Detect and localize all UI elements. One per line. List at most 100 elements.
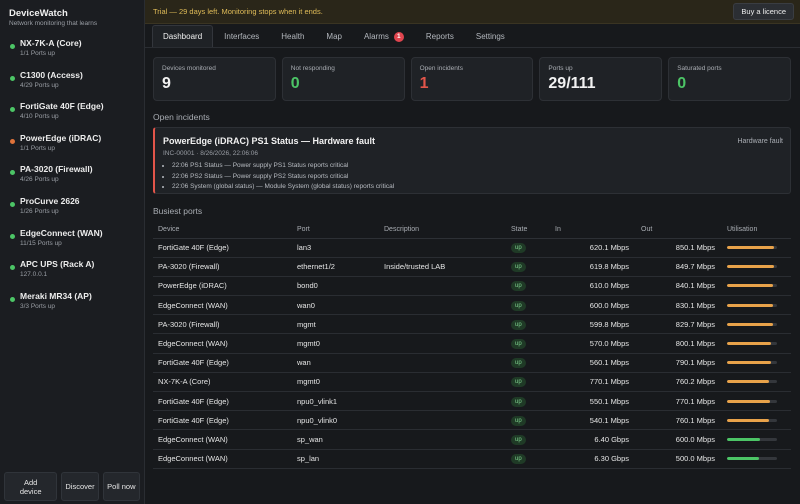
status-dot	[10, 201, 15, 207]
table-row[interactable]: PA-3020 (Firewall) mgmt up 599.8 Mbps 829.7 …	[153, 314, 791, 335]
cell-device: PA-3020 (Firewall)	[153, 257, 292, 277]
sidebar-actions: Add device Discover Poll now	[4, 472, 140, 501]
tab-label: Reports	[425, 32, 454, 41]
cell-utilisation	[722, 429, 791, 450]
cell-utilisation	[722, 314, 791, 335]
cell-utilisation	[722, 372, 791, 393]
utilisation-bar	[727, 246, 777, 250]
cell-state: up	[506, 333, 550, 354]
cell-port: wan0	[292, 295, 379, 316]
column-header: Out	[636, 222, 722, 239]
tab-health[interactable]: Health	[270, 25, 315, 47]
cell-utilisation	[722, 238, 791, 258]
sidebar-device-item[interactable]: PowerEdge (iDRAC) 1/1 Ports up	[0, 129, 144, 161]
cell-in: 599.8 Mbps	[550, 314, 636, 335]
sidebar-device-item[interactable]: APC UPS (Rack A) 127.0.0.1	[0, 255, 144, 287]
cell-description	[379, 333, 506, 354]
utilisation-bar-fill	[727, 418, 769, 422]
stat-cards: Devices monitored 9 Not responding 0 Open in…	[153, 57, 791, 101]
table-row[interactable]: PowerEdge (iDRAC) bond0 up 610.0 Mbps 840.1 …	[153, 276, 791, 297]
cell-device: FortiGate 40F (Edge)	[153, 238, 292, 258]
tab-dashboard[interactable]: Dashboard	[152, 25, 214, 47]
state-badge: up	[511, 243, 526, 254]
sidebar-device-item[interactable]: EdgeConnect (WAN) 11/15 Ports up	[0, 224, 144, 256]
sidebar-device-item[interactable]: C1300 (Access) 4/29 Ports up	[0, 66, 144, 98]
utilisation-bar	[727, 457, 777, 461]
device-ports-summary: 1/1 Ports up	[20, 50, 56, 57]
table-row[interactable]: FortiGate 40F (Edge) npu0_vlink0 up 540.1 M…	[153, 410, 791, 431]
status-dot	[10, 75, 15, 81]
cell-device: PA-3020 (Firewall)	[153, 314, 292, 335]
poll-now-button[interactable]: Poll now	[102, 472, 140, 501]
cell-state: up	[506, 257, 550, 277]
add-device-button[interactable]: Add device	[4, 472, 58, 501]
tab-reports[interactable]: Reports	[415, 25, 465, 47]
sidebar-device-item[interactable]: Meraki MR34 (AP) 3/3 Ports up	[0, 287, 144, 319]
state-badge: up	[511, 396, 526, 407]
sidebar-device-item[interactable]: FortiGate 40F (Edge) 4/10 Ports up	[0, 97, 144, 129]
device-ports-summary: 1/1 Ports up	[20, 144, 56, 152]
table-row[interactable]: EdgeConnect (WAN) wan0 up 600.0 Mbps 830.1 M…	[153, 295, 791, 316]
cell-in: 6.40 Gbps	[550, 429, 636, 450]
stat-label: Ports up	[548, 65, 573, 72]
tab-settings[interactable]: Settings	[465, 25, 516, 47]
cell-utilisation	[722, 276, 791, 297]
utilisation-bar-fill	[727, 361, 771, 365]
cell-port: mgmt	[292, 314, 379, 335]
cell-port: mgmt0	[292, 372, 379, 393]
cell-port: npu0_vlink1	[292, 391, 379, 412]
state-badge: up	[511, 358, 526, 369]
cell-utilisation	[722, 257, 791, 277]
column-header: Device	[153, 222, 292, 239]
device-name: EdgeConnect (WAN)	[20, 227, 103, 238]
device-ports-summary: 11/15 Ports up	[20, 239, 62, 247]
table-row[interactable]: FortiGate 40F (Edge) lan3 up 620.1 Mbps 850.…	[153, 238, 791, 258]
cell-state: up	[506, 314, 550, 335]
sidebar: DeviceWatch Network monitoring that lear…	[0, 0, 145, 504]
stat-card: Devices monitored 9	[153, 57, 276, 101]
cell-out: 830.1 Mbps	[636, 295, 722, 316]
cell-port: lan3	[292, 238, 379, 258]
table-row[interactable]: EdgeConnect (WAN) sp_lan up 6.30 Gbps 500.0 …	[153, 449, 791, 469]
column-header: In	[550, 222, 636, 239]
table-row[interactable]: NX-7K-A (Core) mgmt0 up 770.1 Mbps 760.2 Mbp…	[153, 372, 791, 393]
utilisation-bar	[727, 361, 777, 365]
tab-map[interactable]: Map	[315, 25, 353, 47]
status-dot	[10, 138, 15, 144]
cell-port: mgmt0	[292, 333, 379, 354]
device-ports-summary: 4/10 Ports up	[20, 113, 59, 121]
utilisation-bar	[727, 437, 777, 441]
status-dot	[10, 296, 15, 302]
stat-label: Saturated ports	[677, 65, 722, 72]
incident-card[interactable]: PowerEdge (iDRAC) PS1 Status — Hardware …	[153, 127, 791, 194]
table-row[interactable]: EdgeConnect (WAN) sp_wan up 6.40 Gbps 600.0 …	[153, 429, 791, 450]
cell-description	[379, 276, 506, 297]
cell-in: 6.30 Gbps	[550, 449, 636, 469]
stat-value: 0	[677, 75, 687, 92]
utilisation-bar-fill	[727, 380, 769, 384]
discover-button[interactable]: Discover	[61, 472, 99, 501]
tab-interfaces[interactable]: Interfaces	[213, 25, 270, 47]
incident-type: Hardware fault	[737, 138, 783, 145]
cell-state: up	[506, 391, 550, 412]
tab-label: Settings	[475, 32, 505, 41]
sidebar-device-item[interactable]: PA-3020 (Firewall) 4/26 Ports up	[0, 160, 144, 192]
column-header: Port	[292, 222, 379, 239]
utilisation-bar-fill	[727, 342, 771, 346]
column-header: Utilisation	[722, 222, 791, 239]
cell-utilisation	[722, 295, 791, 316]
cell-description: Inside/trusted LAB	[379, 257, 506, 277]
table-row[interactable]: FortiGate 40F (Edge) npu0_vlink1 up 550.1 M…	[153, 391, 791, 412]
cell-out: 760.2 Mbps	[636, 372, 722, 393]
sidebar-device-item[interactable]: NX-7K-A (Core) 1/1 Ports up	[0, 34, 144, 66]
utilisation-bar-fill	[727, 399, 770, 403]
stat-value: 29/111	[548, 75, 596, 92]
table-row[interactable]: PA-3020 (Firewall) ethernet1/2 Inside/trus…	[153, 257, 791, 277]
buy-licence-button[interactable]: Buy a licence	[733, 3, 794, 20]
cell-in: 570.0 Mbps	[550, 333, 636, 354]
tab-label: Alarms	[363, 32, 389, 41]
table-row[interactable]: EdgeConnect (WAN) mgmt0 up 570.0 Mbps 800.1 …	[153, 333, 791, 354]
tab-alarms[interactable]: Alarms 1	[353, 25, 415, 47]
sidebar-device-item[interactable]: ProCurve 2626 1/26 Ports up	[0, 192, 144, 224]
table-row[interactable]: FortiGate 40F (Edge) wan up 560.1 Mbps 790.1…	[153, 353, 791, 373]
